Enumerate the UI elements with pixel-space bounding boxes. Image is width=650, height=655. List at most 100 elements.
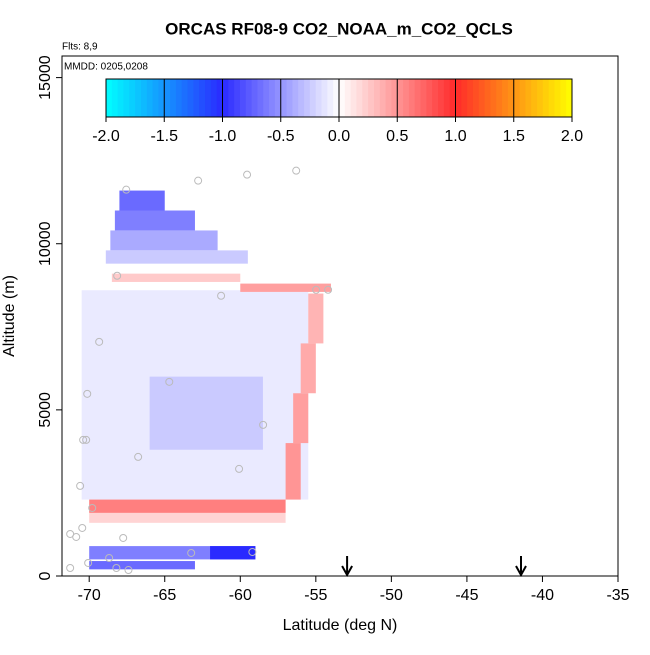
colorbar-swatch [117, 79, 124, 117]
chart-title: ORCAS RF08-9 CO2_NOAA_m_CO2_QCLS [165, 19, 513, 38]
colorbar-swatch [170, 79, 177, 117]
heatmap-cell [293, 393, 309, 444]
colorbar-swatch [478, 79, 486, 117]
colorbar-swatch [426, 79, 433, 117]
colorbar-swatch [507, 79, 515, 117]
colorbar-swatch [432, 79, 439, 117]
sample-point [122, 185, 131, 194]
colorbar-swatch [344, 79, 352, 117]
sample-point [95, 337, 104, 346]
heatmap-cell [210, 546, 256, 560]
colorbar-swatch [152, 79, 159, 117]
colorbar-swatch [193, 79, 200, 117]
colorbar-swatch [519, 79, 526, 117]
sample-point [82, 435, 91, 444]
sample-point [248, 547, 257, 556]
sample-point [134, 452, 143, 461]
colorbar-swatch [158, 79, 165, 117]
sample-point [217, 291, 226, 300]
sample-point [79, 435, 88, 444]
colorbar-swatch [181, 79, 189, 117]
y-tick-label: 10000 [37, 221, 54, 266]
colorbar-swatch [175, 79, 183, 117]
colorbar-swatch [467, 79, 474, 117]
colorbar-swatch [525, 79, 532, 117]
sample-point [78, 523, 87, 532]
colorbar-swatch [379, 79, 387, 117]
heatmap-cell [300, 343, 316, 394]
sample-point [84, 558, 93, 567]
colorbar-swatch [123, 79, 130, 117]
heatmap-cell [89, 499, 286, 513]
colorbar-swatch [403, 79, 410, 117]
sample-point [187, 548, 196, 557]
colorbar-swatch [135, 79, 142, 117]
colorbar-swatch [210, 79, 218, 117]
heatmap-cell [119, 190, 165, 211]
colorbar-swatch [449, 79, 456, 117]
heatmap-cell [240, 283, 331, 292]
colorbar-swatch [327, 79, 334, 117]
heatmap-cell [308, 293, 324, 344]
plot-frame [61, 55, 619, 577]
y-tick-label: 0 [37, 571, 54, 580]
x-tick-label: -40 [531, 587, 554, 604]
x-tick-label: -55 [304, 587, 327, 604]
colorbar-swatch [513, 79, 521, 117]
colorbar-swatch [472, 79, 480, 117]
colorbar-swatch [251, 79, 258, 117]
colorbar-swatch [304, 79, 311, 117]
colorbar-swatch [391, 79, 398, 117]
colorbar-swatch [548, 79, 556, 117]
arrow [341, 556, 353, 578]
colorbar-swatch [234, 79, 241, 117]
y-tick-label: 15000 [37, 55, 54, 100]
colorbar-swatch [502, 79, 509, 117]
colorbar-swatch [315, 79, 323, 117]
sample-point [243, 170, 252, 179]
sample-point [259, 420, 268, 429]
colorbar-swatch [397, 79, 404, 117]
colorbar-tick-label: -2.0 [92, 128, 120, 145]
sample-point [312, 285, 321, 294]
x-tick-label: -45 [455, 587, 478, 604]
colorbar-swatch [373, 79, 381, 117]
sample-point [66, 563, 75, 572]
colorbar-swatch [292, 79, 299, 117]
sample-point [119, 533, 128, 542]
sample-point [72, 532, 81, 541]
colorbar-swatch [484, 79, 491, 117]
colorbar-tick-label: 0.0 [328, 128, 350, 145]
colorbar-swatch [455, 79, 462, 117]
arrow [515, 556, 527, 578]
sample-point [88, 503, 97, 512]
colorbar-swatch [339, 79, 346, 117]
colorbar-swatch [298, 79, 305, 117]
colorbar-swatch [222, 79, 229, 117]
colorbar-swatch [414, 79, 422, 117]
sample-point [292, 166, 301, 175]
sample-point [194, 176, 203, 185]
colorbar-swatch [362, 79, 369, 117]
colorbar-swatch [263, 79, 270, 117]
colorbar-swatch [461, 79, 468, 117]
colorbar-swatch [280, 79, 288, 117]
colorbar-tick-label: 0.5 [386, 128, 408, 145]
colorbar-swatch [356, 79, 363, 117]
y-tick-label: 5000 [37, 392, 54, 428]
y-axis-label: Altitude (m) [1, 275, 18, 357]
colorbar-swatch [385, 79, 392, 117]
heatmap-cell [89, 561, 195, 570]
colorbar-swatch [228, 79, 235, 117]
colorbar-tick-label: -1.0 [209, 128, 237, 145]
colorbar-swatch [420, 79, 427, 117]
colorbar-swatch [542, 79, 550, 117]
colorbar-swatch [129, 79, 136, 117]
colorbar-swatch [286, 79, 293, 117]
colorbar-swatch [560, 79, 567, 117]
colorbar-swatch [269, 79, 276, 117]
sample-point [83, 389, 92, 398]
colorbar-swatch [350, 79, 357, 117]
